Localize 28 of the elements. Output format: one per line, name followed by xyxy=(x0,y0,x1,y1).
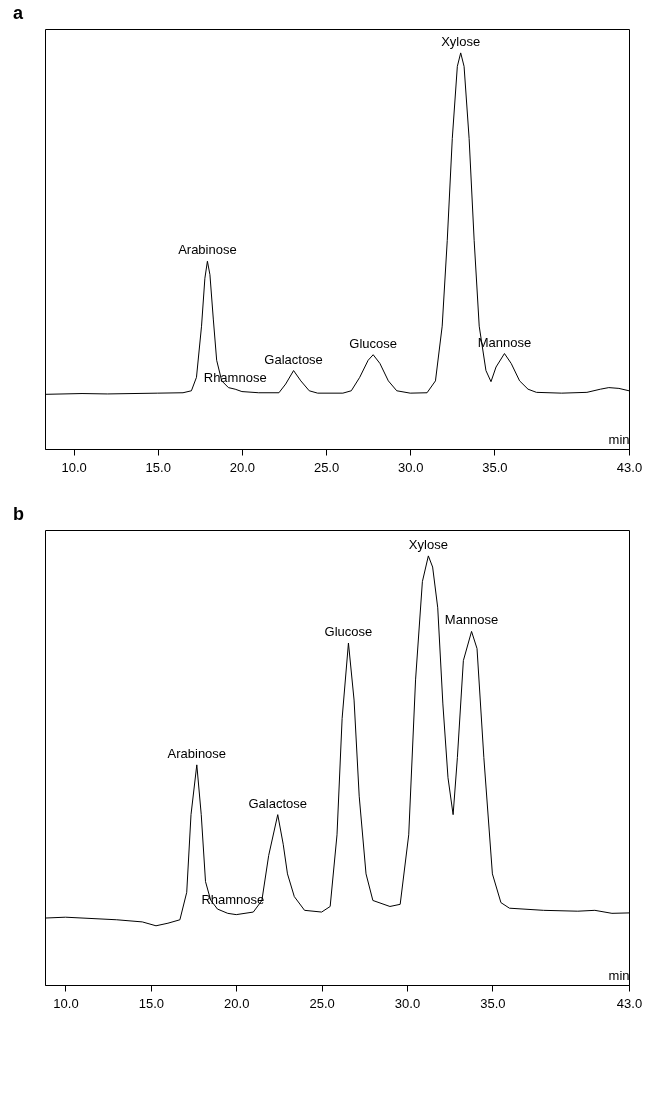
x-tick-label: 15.0 xyxy=(145,459,171,475)
chart-title: a xyxy=(13,3,24,23)
annotation: Glucose xyxy=(324,624,373,639)
chart-title: b xyxy=(13,504,24,524)
annotation: Glucose xyxy=(349,335,398,351)
x-tick-label: 10.0 xyxy=(61,459,87,475)
x-tick-label: 35.0 xyxy=(480,995,506,1011)
x-axis-title: min xyxy=(608,431,630,447)
annotation: Arabinose xyxy=(178,242,237,258)
x-tick-label: 20.0 xyxy=(224,995,250,1011)
x-tick-label: 10.0 xyxy=(53,995,79,1011)
annotation: Arabinose xyxy=(167,745,227,761)
annotation: Mannose xyxy=(477,334,532,350)
x-tick-label: 15.0 xyxy=(138,995,165,1011)
x-tick-label: 20.0 xyxy=(229,459,256,475)
x-tick-label: 30.0 xyxy=(398,459,424,475)
x-tick-label: 25.0 xyxy=(309,995,335,1011)
annotation: Mannose xyxy=(444,612,499,628)
x-tick-label: 30.0 xyxy=(394,995,421,1011)
annotation: Galactose xyxy=(264,351,323,367)
x-tick-label: 35.0 xyxy=(482,459,508,475)
annotation: Galactose xyxy=(248,795,308,811)
x-axis-title: min xyxy=(608,967,630,983)
x-tick-label: 43.0 xyxy=(616,459,643,475)
x-tick-label: 43.0 xyxy=(616,995,643,1011)
x-tick-label: 25.0 xyxy=(313,459,340,475)
annotation: Xylose xyxy=(408,536,448,552)
annotation: Xylose xyxy=(441,33,481,49)
